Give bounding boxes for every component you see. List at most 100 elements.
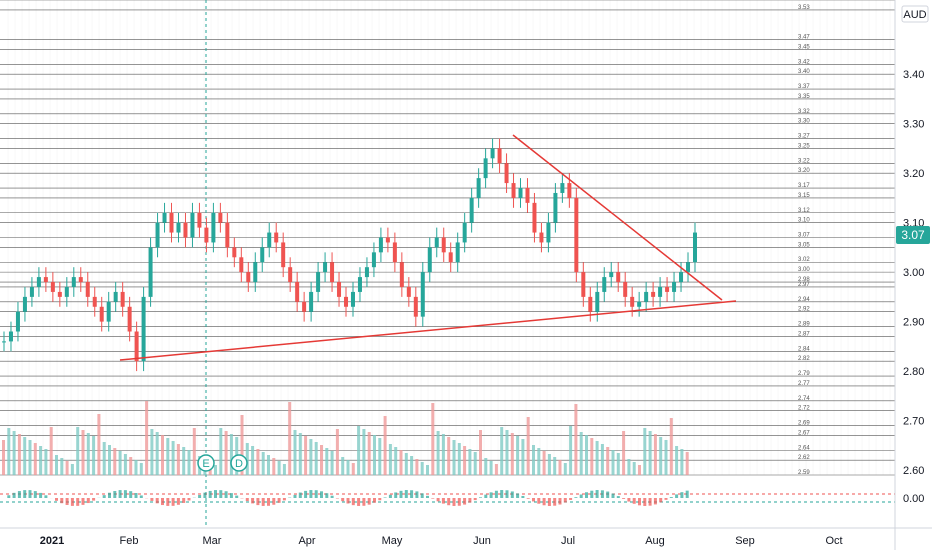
oscillator-bar — [601, 490, 604, 498]
oscillator-bar — [235, 496, 238, 498]
volume-bar — [421, 462, 424, 475]
candle-body — [372, 252, 376, 267]
volume-bar — [680, 449, 683, 475]
volume-bar — [373, 435, 376, 475]
candle-body — [288, 267, 292, 282]
volume-bar — [262, 452, 265, 475]
candle-body — [400, 262, 404, 287]
candle-body — [218, 213, 222, 223]
candle-body — [107, 302, 111, 322]
svg-text:3.07: 3.07 — [901, 228, 925, 242]
candle-body — [267, 233, 271, 248]
volume-bar — [129, 457, 132, 475]
oscillator-bar — [150, 498, 153, 501]
oscillator-bar — [267, 498, 270, 506]
volume-bar — [564, 463, 567, 475]
earnings-marker[interactable]: E — [198, 455, 214, 471]
candle-body — [581, 272, 585, 297]
level-label: 2.97 — [798, 282, 810, 288]
oscillator-bar — [71, 498, 74, 506]
volume-bar — [569, 426, 572, 475]
oscillator-bar — [622, 498, 625, 499]
level-label: 3.25 — [798, 143, 810, 149]
oscillator-bar — [521, 496, 524, 498]
volume-bar — [71, 464, 74, 475]
volume-bar — [219, 428, 222, 475]
volume-bar — [362, 429, 365, 475]
candle-body — [623, 282, 627, 297]
volume-bar — [521, 439, 524, 475]
volume-bar — [166, 438, 169, 475]
volume-bar — [585, 435, 588, 475]
volume-bar — [590, 438, 593, 475]
candle-body — [595, 292, 599, 312]
dividend-marker[interactable]: D — [231, 455, 247, 471]
volume-bar — [278, 461, 281, 475]
candle-body — [456, 242, 460, 262]
candle-body — [121, 292, 125, 307]
level-label: 2.79 — [798, 371, 810, 377]
currency-badge[interactable]: AUD — [902, 6, 928, 22]
oscillator-bar — [612, 494, 615, 498]
volume-bar — [156, 432, 159, 475]
oscillator-bar — [325, 493, 328, 498]
candle-body — [644, 292, 648, 302]
volume-bar — [368, 432, 371, 475]
oscillator-bar — [580, 495, 583, 498]
volume-bar — [500, 427, 503, 475]
time-tick-label: 2021 — [40, 535, 64, 547]
oscillator-bar — [182, 498, 185, 503]
oscillator-bar — [553, 498, 556, 506]
candle-body — [295, 282, 299, 302]
oscillator-bar — [214, 490, 217, 498]
oscillator-bar — [7, 495, 10, 498]
candle-body — [281, 242, 285, 267]
oscillator-bar — [585, 492, 588, 498]
oscillator-bar — [219, 490, 222, 498]
candle-body — [665, 287, 669, 292]
candle-body — [9, 332, 13, 342]
candle-body — [637, 302, 641, 307]
oscillator-bar — [537, 498, 540, 504]
candle-body — [323, 262, 327, 272]
candle-body — [274, 233, 278, 243]
level-label: 3.47 — [798, 35, 810, 41]
candle-body — [484, 158, 488, 178]
volume-bar — [548, 454, 551, 475]
volume-bar — [426, 465, 429, 475]
oscillator-bar — [135, 493, 138, 498]
level-label: 3.45 — [798, 44, 810, 50]
oscillator-bar — [209, 491, 212, 498]
candle-body — [16, 312, 20, 332]
volume-bar — [272, 458, 275, 475]
oscillator-bar — [283, 498, 286, 500]
oscillator-bar — [468, 498, 471, 503]
oscillator-bar — [304, 491, 307, 498]
price-tick-label: 2.90 — [903, 317, 924, 329]
candle-body — [505, 163, 509, 183]
candle-body — [498, 148, 502, 163]
volume-bar — [606, 447, 609, 475]
time-tick-label: Jun — [473, 535, 491, 547]
volume-bar — [665, 440, 668, 475]
oscillator-bar — [188, 498, 191, 500]
oscillator-bar — [341, 498, 344, 501]
oscillator-bar — [161, 498, 164, 505]
level-label: 2.84 — [798, 346, 810, 352]
volume-bar — [13, 431, 16, 475]
oscillator-bar — [654, 498, 657, 504]
oscillator-bar — [431, 498, 434, 499]
volume-bar — [66, 461, 69, 475]
volume-bar — [474, 452, 477, 475]
oscillator-bar — [230, 493, 233, 498]
candle-body — [658, 287, 662, 297]
oscillator-bar — [527, 498, 530, 499]
last-price-tag: 3.07 — [896, 226, 930, 244]
oscillator-bar — [256, 498, 259, 505]
volume-bar — [119, 451, 122, 475]
oscillator-bar — [680, 492, 683, 498]
time-tick-label: May — [382, 535, 403, 547]
oscillator-bar — [347, 498, 350, 504]
volume-bar — [299, 433, 302, 475]
